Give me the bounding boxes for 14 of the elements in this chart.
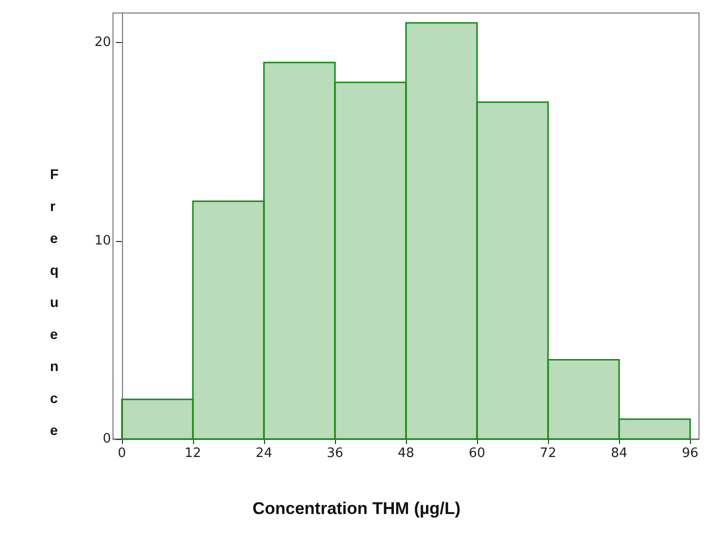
y-tick-label: 20 [94, 35, 111, 50]
y-tick-label: 0 [102, 432, 111, 446]
x-tick-label: 96 [682, 446, 698, 461]
x-tick-label: 84 [610, 446, 628, 461]
y-tick-label: 10 [94, 233, 111, 248]
x-tick-label: 72 [540, 446, 556, 461]
x-tick-label: 60 [468, 446, 486, 461]
x-tick-label: 0 [118, 446, 126, 461]
x-axis-title: Concentration THM (µg/L) [252, 499, 461, 518]
x-tick-label: 36 [326, 446, 344, 461]
x-tick-label: 24 [256, 446, 272, 461]
text: Frequence [50, 166, 59, 438]
x-tick-label: 12 [184, 446, 202, 461]
x-tick-label: 48 [398, 446, 414, 461]
